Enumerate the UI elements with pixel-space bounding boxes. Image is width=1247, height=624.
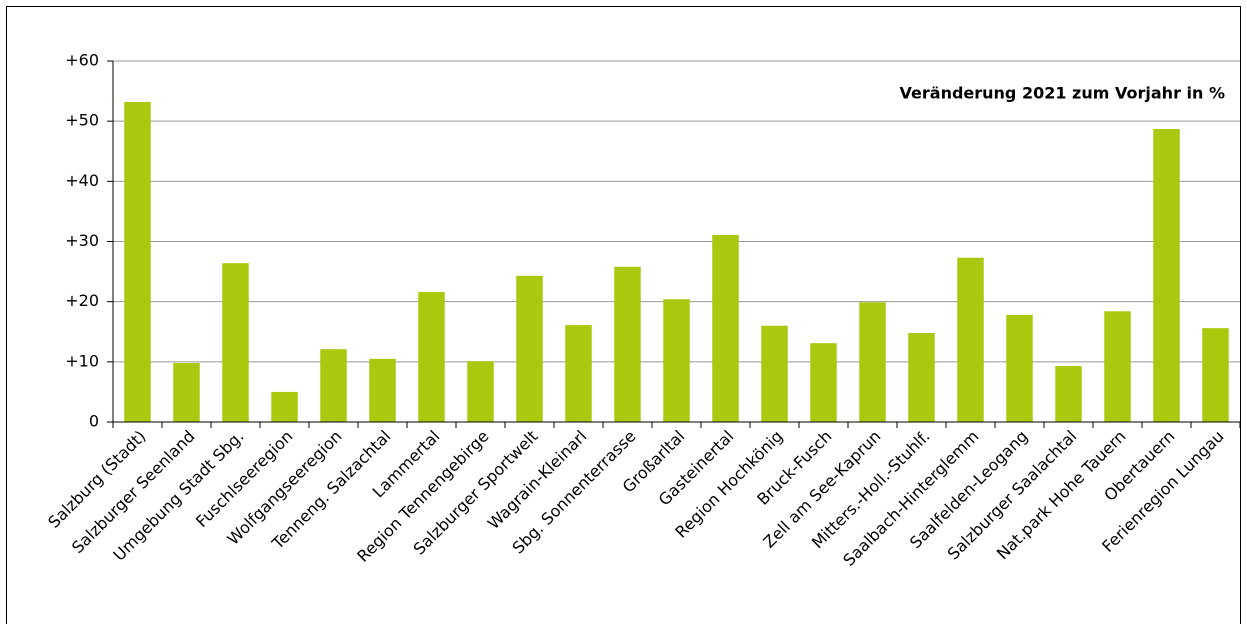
bar [859,302,886,422]
bar [320,349,347,422]
bar [369,358,396,422]
y-tick-label: +10 [65,351,99,370]
chart-frame [6,6,1241,624]
bar [1055,366,1082,422]
bar [1104,311,1131,422]
bar [1153,128,1180,422]
y-tick-label: +30 [65,231,99,250]
y-tick-label: +20 [65,291,99,310]
bar [418,292,445,422]
bar [614,266,641,422]
bar [173,363,200,422]
y-tick-label: 0 [89,412,99,431]
y-tick-label: +40 [65,171,99,190]
bar [124,101,151,422]
bar [908,332,935,422]
bar [663,299,690,422]
bar [957,257,984,422]
bar [271,391,298,422]
bar [1202,328,1229,422]
bar [1006,314,1033,422]
bar [810,343,837,422]
bar [712,234,739,422]
bar [516,275,543,422]
y-tick-label: +50 [65,111,99,130]
y-tick-label: +60 [65,51,99,70]
bar [467,361,494,422]
bar [761,325,788,422]
bar [565,325,592,422]
bar [222,263,249,422]
annotation: Veränderung 2021 zum Vorjahr in % [900,84,1225,103]
